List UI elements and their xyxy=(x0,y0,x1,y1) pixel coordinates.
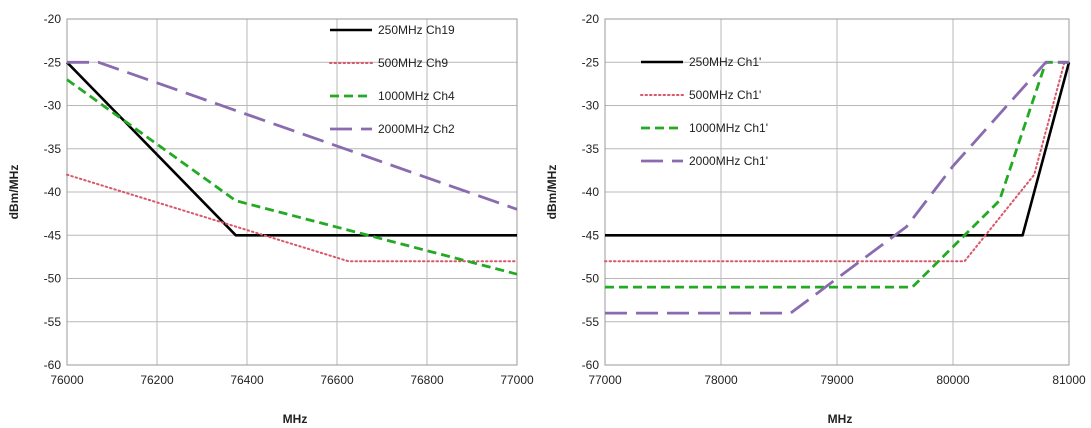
x-axis-label: MHz xyxy=(828,412,853,426)
series-line-1 xyxy=(66,61,517,237)
y-tick-label: -50 xyxy=(44,272,62,286)
legend-label-2: 500MHz Ch1' xyxy=(689,88,761,102)
x-tick-label: 76000 xyxy=(50,373,84,387)
x-tick-label: 80000 xyxy=(936,373,970,387)
series-line-2 xyxy=(604,61,1066,263)
legend-label-4: 2000MHz Ch2 xyxy=(378,122,455,136)
y-tick-label: -40 xyxy=(44,185,62,199)
y-tick-label: -20 xyxy=(582,12,600,26)
x-tick-label: 77000 xyxy=(500,373,534,387)
y-tick-label: -35 xyxy=(44,142,62,156)
legend-label-3: 1000MHz Ch4 xyxy=(378,89,455,103)
legend: 250MHz Ch1' 500MHz Ch1' 1000MHz Ch1' 2000MH… xyxy=(640,55,768,168)
series-line-2 xyxy=(66,173,518,263)
legend-label-4: 2000MHz Ch1' xyxy=(689,154,768,168)
x-tick-label: 78000 xyxy=(704,373,738,387)
series-line-3 xyxy=(66,78,518,276)
x-tick-label: 77000 xyxy=(588,373,622,387)
legend-label-2: 500MHz Ch9 xyxy=(378,56,448,70)
y-tick-label: -25 xyxy=(582,55,600,69)
gridlines xyxy=(66,18,518,366)
x-tick-label: 76600 xyxy=(320,373,354,387)
x-tick-label: 76400 xyxy=(230,373,264,387)
x-tick-label: 76800 xyxy=(410,373,444,387)
series-line-1 xyxy=(605,61,1071,237)
y-tick-label: -25 xyxy=(44,55,62,69)
plot-frame xyxy=(66,18,518,366)
y-tick-label: -30 xyxy=(44,99,62,113)
x-tick-label: 79000 xyxy=(820,373,854,387)
x-tick-label: 76200 xyxy=(140,373,174,387)
y-tick-label: -60 xyxy=(582,358,600,372)
y-tick-label: -55 xyxy=(44,315,62,329)
legend-label-3: 1000MHz Ch1' xyxy=(689,121,768,135)
legend-label-1: 250MHz Ch1' xyxy=(689,55,761,69)
plot-frame xyxy=(604,18,1070,366)
y-tick-label: -20 xyxy=(44,12,62,26)
y-tick-label: -45 xyxy=(582,228,600,242)
y-tick-label: -40 xyxy=(582,185,600,199)
series-line-4 xyxy=(67,60,518,211)
x-axis-label: MHz xyxy=(283,412,308,426)
legend: 250MHz Ch19 500MHz Ch9 1000MHz Ch4 2000MHz … xyxy=(329,23,455,136)
x-tick-label: 81000 xyxy=(1052,373,1086,387)
y-tick-label: -55 xyxy=(582,315,600,329)
y-tick-label: -60 xyxy=(44,358,62,372)
y-tick-label: -45 xyxy=(44,228,62,242)
y-tick-label: -35 xyxy=(582,142,600,156)
y-axis-label: dBm/MHz xyxy=(545,165,559,220)
legend-label-1: 250MHz Ch19 xyxy=(378,23,455,37)
y-axis-label: dBm/MHz xyxy=(7,165,21,220)
y-tick-label: -50 xyxy=(582,272,600,286)
y-tick-label: -30 xyxy=(582,99,600,113)
series-line-3 xyxy=(605,60,1069,289)
